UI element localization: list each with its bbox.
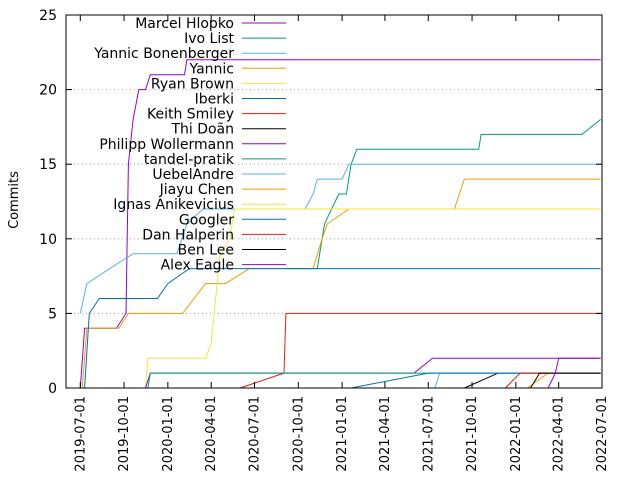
- y-tick-label: 25: [39, 8, 57, 24]
- series-line: [505, 372, 601, 389]
- plot-frame: [65, 14, 603, 389]
- legend-label: Ivo List: [184, 31, 234, 47]
- legend-label: Ryan Brown: [151, 76, 234, 92]
- x-tick-label: 2020-10-01: [291, 396, 306, 472]
- x-tick-label: 2020-04-01: [204, 396, 219, 472]
- x-tick-label: 2022-04-01: [552, 396, 567, 472]
- legend-label: Dan Halperin: [142, 227, 234, 243]
- series-line: [84, 268, 601, 389]
- x-tick-label: 2021-01-01: [335, 396, 350, 472]
- legend-label: Alex Eagle: [161, 258, 234, 274]
- legend-label: Marcel Hlopko: [135, 16, 234, 32]
- y-tick-label: 15: [39, 157, 57, 173]
- legend-label: Keith Smiley: [147, 107, 234, 123]
- series-lines: [79, 59, 601, 389]
- series-line: [147, 372, 601, 389]
- legend-label: UebelAndre: [152, 167, 234, 183]
- legend-label: Ben Lee: [178, 243, 234, 259]
- legend-label: Jiayu Chen: [159, 182, 234, 198]
- series-line: [285, 119, 601, 270]
- series-line: [547, 357, 601, 389]
- y-tick-label: 20: [39, 83, 57, 99]
- y-tick-label: 0: [48, 381, 57, 397]
- legend-label: Ignas Anikevicius: [113, 197, 234, 213]
- legend-label: Googler: [179, 212, 234, 228]
- x-tick-label: 2019-07-01: [73, 396, 88, 472]
- x-tick-label: 2021-07-01: [421, 396, 436, 472]
- x-tick-label: 2019-10-01: [117, 396, 132, 472]
- x-tick-label: 2022-07-01: [595, 396, 610, 472]
- series-line: [145, 208, 601, 389]
- y-tick-label: 5: [48, 306, 57, 322]
- legend-label: Yannic Bonenberger: [93, 46, 234, 62]
- legend-label: Philipp Wollermann: [99, 137, 234, 153]
- legend-label: Thi Doãn: [170, 122, 234, 138]
- x-tick-label: 2020-01-01: [161, 396, 176, 472]
- x-tick-label: 2020-07-01: [248, 396, 263, 472]
- y-axis-label: Commits: [7, 171, 22, 229]
- x-tick-label: 2021-04-01: [378, 396, 393, 472]
- legend-label: Yannic: [188, 61, 234, 77]
- series-line: [351, 372, 601, 389]
- series-line: [79, 163, 601, 314]
- legend-label: tandel-pratik: [144, 152, 235, 168]
- x-tick-label: 2022-01-01: [509, 396, 524, 472]
- axis-ticks: 0 5 10 15 20 25 2019-07-01 2019-10-01 2020-01-01…: [39, 8, 610, 472]
- legend-label: Iberki: [195, 92, 234, 108]
- x-tick-label: 2021-10-01: [465, 396, 480, 472]
- series-line: [240, 312, 601, 389]
- plot-border: [65, 14, 603, 389]
- series-line: [530, 372, 601, 389]
- y-tick-label: 10: [39, 232, 57, 248]
